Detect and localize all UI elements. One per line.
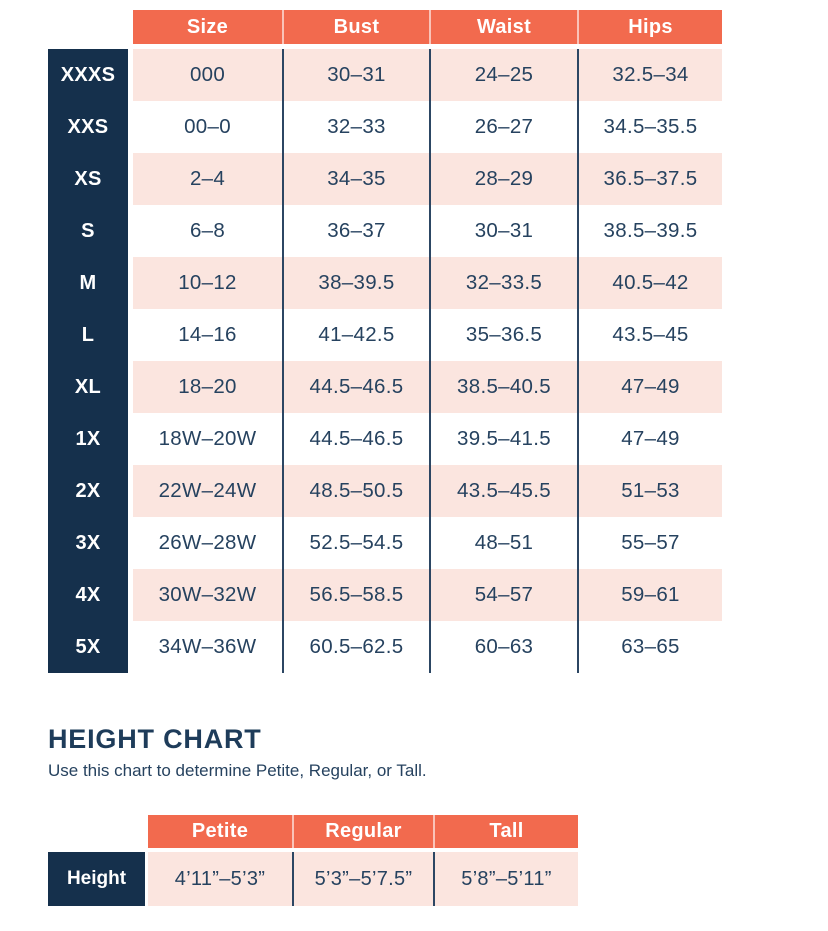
size-row-label: 5X <box>75 635 101 658</box>
size-cell-bust: 30–31 <box>282 49 429 101</box>
size-cell-waist: 39.5–41.5 <box>429 413 577 465</box>
size-cell-hips: 36.5–37.5 <box>577 153 722 205</box>
size-cell-waist: 60–63 <box>429 621 577 673</box>
height-chart-header-row: Petite Regular Tall <box>148 815 578 848</box>
size-chart-header-row: Size Bust Waist Hips <box>133 10 722 44</box>
size-cell-hips: 34.5–35.5 <box>577 101 722 153</box>
size-cell-waist: 48–51 <box>429 517 577 569</box>
size-cell-waist: 38.5–40.5 <box>429 361 577 413</box>
size-cell-waist: 32–33.5 <box>429 257 577 309</box>
size-cell-bust: 52.5–54.5 <box>282 517 429 569</box>
height-chart-header-regular: Regular <box>292 815 433 848</box>
size-table-row: 2–4 34–35 28–29 36.5–37.5 <box>133 153 722 205</box>
size-table-row: 00–0 32–33 26–27 34.5–35.5 <box>133 101 722 153</box>
height-value-cell: 5’3”–5’7.5” <box>292 852 433 906</box>
size-cell-size: 10–12 <box>178 271 237 294</box>
size-table-row: 34W–36W 60.5–62.5 60–63 63–65 <box>133 621 722 673</box>
size-row-label: XXS <box>67 115 109 138</box>
size-row-label: XS <box>74 167 102 190</box>
size-table-row: 18–20 44.5–46.5 38.5–40.5 47–49 <box>133 361 722 413</box>
size-chart-table: Size Bust Waist Hips XXXS XXS XS S M L XL 1X 2X 3X 4X… <box>48 10 722 673</box>
size-cell-size: 18–20 <box>178 375 237 398</box>
size-cell-waist: 43.5–45.5 <box>429 465 577 517</box>
size-chart-body: XXXS XXS XS S M L XL 1X 2X 3X 4X 5X 000 30–31 24–25 32… <box>48 49 722 673</box>
size-row-label: XL <box>74 375 102 398</box>
size-chart-header-waist: Waist <box>429 10 577 44</box>
height-chart-body: Height 4’11”–5’3” 5’3”–5’7.5” 5’8”–5’11” <box>48 852 578 906</box>
size-cell-size: 2–4 <box>189 167 226 190</box>
height-row-label: Height <box>48 852 145 906</box>
size-table-row: 14–16 41–42.5 35–36.5 43.5–45 <box>133 309 722 361</box>
size-cell-size: 22W–24W <box>158 479 257 502</box>
size-cell-waist: 30–31 <box>429 205 577 257</box>
size-table-row: 6–8 36–37 30–31 38.5–39.5 <box>133 205 722 257</box>
size-cell-hips: 51–53 <box>577 465 722 517</box>
height-chart-table: Petite Regular Tall Height 4’11”–5’3” 5’3”–… <box>48 815 578 906</box>
size-table-row: 000 30–31 24–25 32.5–34 <box>133 49 722 101</box>
size-cell-hips: 63–65 <box>577 621 722 673</box>
size-cell-hips: 38.5–39.5 <box>577 205 722 257</box>
size-cell-hips: 55–57 <box>577 517 722 569</box>
size-cell-hips: 47–49 <box>577 413 722 465</box>
size-cell-bust: 41–42.5 <box>282 309 429 361</box>
size-row-label: 1X <box>75 427 101 450</box>
size-chart-header-size: Size <box>133 10 282 44</box>
height-value-cell: 5’8”–5’11” <box>433 852 578 906</box>
size-table-row: 30W–32W 56.5–58.5 54–57 59–61 <box>133 569 722 621</box>
size-row-label: 4X <box>75 583 101 606</box>
height-chart-title: HEIGHT CHART <box>48 724 262 754</box>
size-cell-size: 14–16 <box>178 323 237 346</box>
size-cell-size: 30W–32W <box>158 583 257 606</box>
size-cell-size: 6–8 <box>189 219 226 242</box>
height-chart-subtitle: Use this chart to determine Petite, Regu… <box>48 761 427 780</box>
size-cell-waist: 24–25 <box>429 49 577 101</box>
size-chart-rows: 000 30–31 24–25 32.5–34 00–0 32–33 26–27 34.5–3… <box>133 49 722 673</box>
size-cell-bust: 60.5–62.5 <box>282 621 429 673</box>
size-cell-hips: 40.5–42 <box>577 257 722 309</box>
size-cell-bust: 56.5–58.5 <box>282 569 429 621</box>
size-chart-label-column: XXXS XXS XS S M L XL 1X 2X 3X 4X 5X <box>48 49 128 673</box>
size-cell-hips: 59–61 <box>577 569 722 621</box>
size-cell-size: 00–0 <box>184 115 231 138</box>
height-value-cell: 4’11”–5’3” <box>148 852 292 906</box>
size-chart-header-hips: Hips <box>577 10 722 44</box>
size-row-label: 3X <box>75 531 101 554</box>
size-cell-size: 18W–20W <box>158 427 257 450</box>
size-table-row: 18W–20W 44.5–46.5 39.5–41.5 47–49 <box>133 413 722 465</box>
size-row-label: L <box>81 323 95 346</box>
size-row-label: XXXS <box>60 63 116 86</box>
size-cell-bust: 48.5–50.5 <box>282 465 429 517</box>
size-cell-size: 34W–36W <box>158 635 257 658</box>
size-cell-size: 26W–28W <box>158 531 257 554</box>
size-table-row: 10–12 38–39.5 32–33.5 40.5–42 <box>133 257 722 309</box>
size-cell-bust: 36–37 <box>282 205 429 257</box>
size-cell-waist: 54–57 <box>429 569 577 621</box>
size-cell-hips: 47–49 <box>577 361 722 413</box>
size-table-row: 26W–28W 52.5–54.5 48–51 55–57 <box>133 517 722 569</box>
size-cell-waist: 28–29 <box>429 153 577 205</box>
size-cell-size: 000 <box>189 63 226 86</box>
size-row-label: S <box>81 219 95 242</box>
size-cell-bust: 44.5–46.5 <box>282 361 429 413</box>
height-row-values: 4’11”–5’3” 5’3”–5’7.5” 5’8”–5’11” <box>148 852 578 906</box>
size-cell-waist: 26–27 <box>429 101 577 153</box>
size-chart-header-bust: Bust <box>282 10 429 44</box>
size-row-label: M <box>79 271 97 294</box>
size-cell-bust: 34–35 <box>282 153 429 205</box>
size-table-row: 22W–24W 48.5–50.5 43.5–45.5 51–53 <box>133 465 722 517</box>
size-cell-bust: 44.5–46.5 <box>282 413 429 465</box>
size-cell-waist: 35–36.5 <box>429 309 577 361</box>
size-cell-bust: 32–33 <box>282 101 429 153</box>
size-cell-hips: 43.5–45 <box>577 309 722 361</box>
size-row-label: 2X <box>75 479 101 502</box>
size-cell-bust: 38–39.5 <box>282 257 429 309</box>
height-chart-header-tall: Tall <box>433 815 578 848</box>
size-cell-hips: 32.5–34 <box>577 49 722 101</box>
height-chart-header-petite: Petite <box>148 815 292 848</box>
